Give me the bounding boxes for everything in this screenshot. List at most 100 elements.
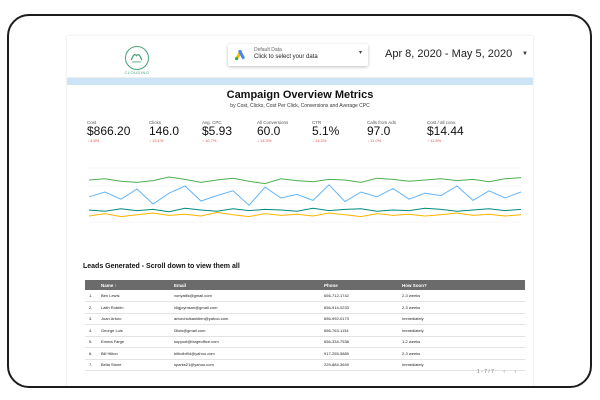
cell-phone: 656-763-1134: [320, 324, 398, 337]
table-row: 6. Bill Hilton bilbolbt94@yahoo.com 917-255…: [85, 347, 525, 360]
header-band: [67, 78, 533, 85]
kpi-value: 60.0: [257, 124, 281, 138]
kpi-delta: ↓ 13.1%: [149, 138, 164, 143]
kpi-delta: ↓ 14.3%: [257, 138, 272, 143]
cell-name: Laith Robbin: [97, 301, 170, 314]
cell-index: 7.: [85, 359, 97, 371]
chart-series-line-0: [88, 176, 522, 185]
kpi-label: CTR: [312, 120, 322, 125]
table-row: 5. Emma Farge support@fargeoffice.com 656-3…: [85, 336, 525, 348]
cell-name: Bella Stone: [97, 359, 170, 371]
kpi-value: 97.0: [367, 124, 391, 138]
cell-how-soon: Immediately: [398, 324, 525, 337]
table-row: 7. Bella Stone sparks21@yahoo.com 229-884-3…: [85, 359, 525, 371]
kpi-all-conversions: All Conversions 60.0 ↓ 14.3%: [257, 120, 288, 143]
kpi-label: Clicks: [149, 120, 161, 125]
chart-series-line-3: [88, 207, 522, 213]
report-canvas: CLOUDING Default Data Click to select yo…: [67, 36, 533, 386]
data-source-subtitle: Click to select your data: [254, 54, 318, 60]
cell-name: Emma Farge: [97, 336, 170, 348]
cell-phone: 656-914-0233: [320, 301, 398, 314]
table-row: 3. Juan Arturo arturoholsanktien@yahoo.com…: [85, 313, 525, 325]
chevron-left-icon[interactable]: ‹: [503, 369, 506, 375]
data-source-title: Default Data: [254, 47, 282, 53]
kpi-ctr: CTR 5.1% ↓ 14.2%: [312, 120, 339, 143]
kpi-avg-cpc: Avg. CPC $5.93 ↑ 10.7%: [202, 120, 232, 143]
kpi-label: Cost / all conv.: [427, 120, 457, 125]
cell-how-soon: 1-2 weeks: [398, 336, 525, 348]
column-header-phone[interactable]: Phone: [320, 280, 398, 290]
cell-email: l3lois@gmail.com: [170, 324, 320, 337]
kpi-value: $5.93: [202, 124, 233, 138]
google-ads-icon: [235, 49, 245, 61]
cell-email: bilbolbt94@yahoo.com: [170, 347, 320, 360]
column-header-name[interactable]: Name ↑: [97, 280, 170, 290]
kpi-label: Avg. CPC: [202, 120, 222, 125]
chart-series-line-1: [88, 184, 522, 206]
report-subtitle: by Cost, Clicks, Cost Per Click, Convers…: [230, 103, 370, 109]
kpi-delta: ↓ 14.2%: [312, 138, 327, 143]
cell-index: 2.: [85, 301, 97, 314]
kpi-value: 5.1%: [312, 124, 340, 138]
cell-index: 1.: [85, 290, 97, 302]
cell-email: arturoholsanktien@yahoo.com: [170, 313, 320, 325]
leads-table: Name ↑ Email Phone How Soon? 1. Ben Lewis…: [85, 280, 525, 371]
cell-how-soon: Immediately: [398, 313, 525, 325]
kpi-delta: ↓ 11.0%: [367, 138, 382, 143]
cell-email: vonyatlis@gmail.com: [170, 290, 320, 302]
cell-how-soon: Immediately: [398, 359, 525, 371]
table-pagination: 1 - 7 / 7 ‹ ›: [477, 369, 516, 375]
column-header-index: [85, 280, 97, 290]
table-header-row: Name ↑ Email Phone How Soon?: [85, 280, 525, 290]
cell-name: Bill Hilton: [97, 347, 170, 360]
cell-how-soon: 2-3 weeks: [398, 347, 525, 360]
date-range-chevron-down-icon[interactable]: ▼: [522, 51, 528, 57]
cell-index: 4.: [85, 324, 97, 337]
kpi-cost-per-conv: Cost / all conv. $14.44 ↑ 11.8%: [427, 120, 464, 143]
cell-how-soon: 2-3 weeks: [398, 290, 525, 302]
kpi-value: $866.20: [87, 124, 131, 138]
cell-phone: 656-992-0173: [320, 313, 398, 325]
table-row: 2. Laith Robbin l4lgjoymsan@gmail.com 656-9…: [85, 301, 525, 314]
kpi-label: Cost: [87, 120, 97, 125]
kpi-clicks: Clicks 146.0 ↓ 13.1%: [149, 120, 179, 143]
data-source-selector[interactable]: Default Data Click to select your data ▾: [228, 44, 368, 66]
report-title: Campaign Overview Metrics: [226, 89, 374, 101]
cell-index: 3.: [85, 313, 97, 325]
cell-email: sparks21@yahoo.com: [170, 359, 320, 371]
date-range-picker[interactable]: Apr 8, 2020 - May 5, 2020: [385, 48, 513, 60]
column-header-email[interactable]: Email: [170, 280, 320, 290]
kpi-value: 146.0: [149, 124, 180, 138]
cell-name: George Luis: [97, 324, 170, 337]
cell-name: Ben Lewis: [97, 290, 170, 302]
kpi-delta: ↑ 10.7%: [202, 138, 217, 143]
leads-section-title: Leads Generated - Scroll down to view th…: [83, 263, 240, 270]
kpi-delta: ↑ 11.8%: [427, 138, 442, 143]
kpi-value: $14.44: [427, 124, 464, 138]
performance-line-chart: [88, 167, 522, 223]
pagination-range: 1 - 7 / 7: [477, 369, 494, 375]
cell-email: l4lgjoymsan@gmail.com: [170, 301, 320, 314]
chevron-down-icon: ▾: [358, 50, 362, 56]
company-logo-text: CLOUDING: [124, 70, 150, 75]
column-header-how-soon[interactable]: How Soon?: [398, 280, 525, 290]
company-logo-icon: [125, 46, 149, 70]
table-row: 1. Ben Lewis vonyatlis@gmail.com 656-712-17…: [85, 290, 525, 302]
cell-phone: 229-884-3649: [320, 359, 398, 371]
cell-phone: 917-255-5889: [320, 347, 398, 360]
cell-name: Juan Arturo: [97, 313, 170, 325]
cell-phone: 656-712-1742: [320, 290, 398, 302]
report-header: CLOUDING Default Data Click to select yo…: [67, 36, 533, 78]
cell-phone: 656-334-7538: [320, 336, 398, 348]
cell-index: 5.: [85, 336, 97, 348]
table-row: 4. George Luis l3lois@gmail.com 656-763-113…: [85, 324, 525, 337]
chevron-right-icon[interactable]: ›: [514, 369, 517, 375]
kpi-cost: Cost $866.20 ↓ 4.6%: [87, 120, 130, 143]
device-frame: CLOUDING Default Data Click to select yo…: [7, 14, 592, 388]
cell-email: support@fargeoffice.com: [170, 336, 320, 348]
cell-how-soon: 2-3 weeks: [398, 301, 525, 314]
kpi-label: All Conversions: [257, 120, 289, 125]
kpi-delta: ↓ 4.6%: [87, 138, 100, 143]
kpi-calls-from-ads: Calls from Ads 97.0 ↓ 11.0%: [367, 120, 396, 143]
cell-index: 6.: [85, 347, 97, 360]
